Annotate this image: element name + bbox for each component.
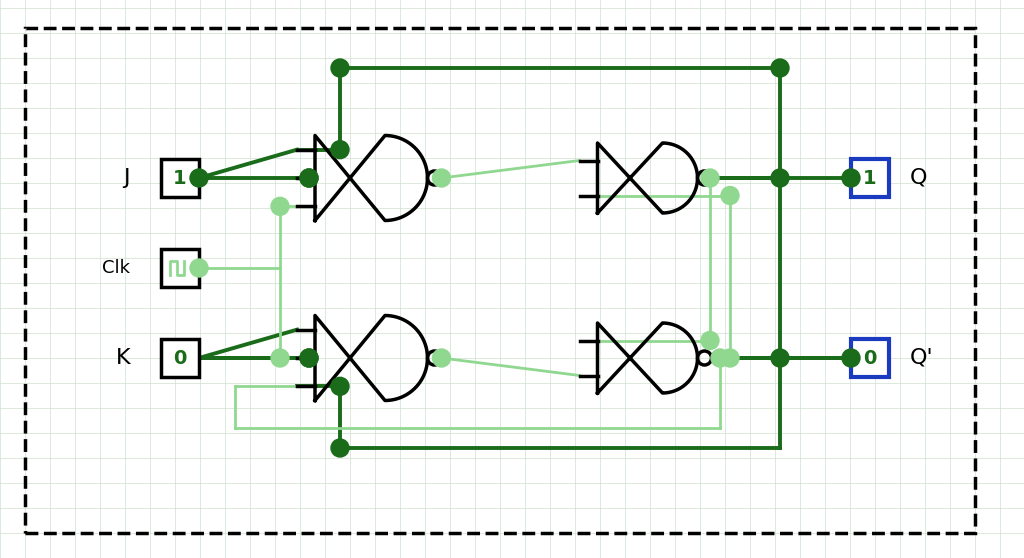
Text: 1: 1 — [863, 169, 877, 187]
Text: 1: 1 — [173, 169, 186, 187]
Text: J: J — [124, 168, 130, 188]
Circle shape — [842, 169, 860, 187]
Text: 0: 0 — [863, 349, 877, 368]
Circle shape — [701, 169, 719, 187]
Circle shape — [771, 169, 790, 187]
FancyBboxPatch shape — [161, 339, 199, 377]
Circle shape — [711, 349, 729, 367]
FancyBboxPatch shape — [161, 159, 199, 197]
Circle shape — [771, 59, 790, 77]
Text: K: K — [116, 348, 130, 368]
Circle shape — [271, 349, 289, 367]
FancyBboxPatch shape — [851, 339, 889, 377]
Circle shape — [300, 349, 318, 367]
Circle shape — [842, 349, 860, 367]
Text: Q: Q — [910, 168, 928, 188]
Circle shape — [300, 349, 318, 367]
Text: 0: 0 — [173, 349, 186, 368]
Circle shape — [331, 377, 349, 395]
Circle shape — [300, 169, 318, 187]
Circle shape — [721, 349, 739, 367]
Text: Q': Q' — [910, 348, 934, 368]
Circle shape — [331, 59, 349, 77]
Text: Clk: Clk — [102, 259, 130, 277]
FancyBboxPatch shape — [161, 249, 199, 287]
Circle shape — [771, 349, 790, 367]
Circle shape — [271, 198, 289, 215]
Circle shape — [432, 169, 451, 187]
Circle shape — [190, 259, 208, 277]
Circle shape — [190, 169, 208, 187]
Circle shape — [331, 141, 349, 158]
Circle shape — [300, 169, 318, 187]
Circle shape — [721, 186, 739, 204]
Circle shape — [432, 349, 451, 367]
Circle shape — [701, 331, 719, 349]
Circle shape — [331, 439, 349, 457]
FancyBboxPatch shape — [851, 159, 889, 197]
